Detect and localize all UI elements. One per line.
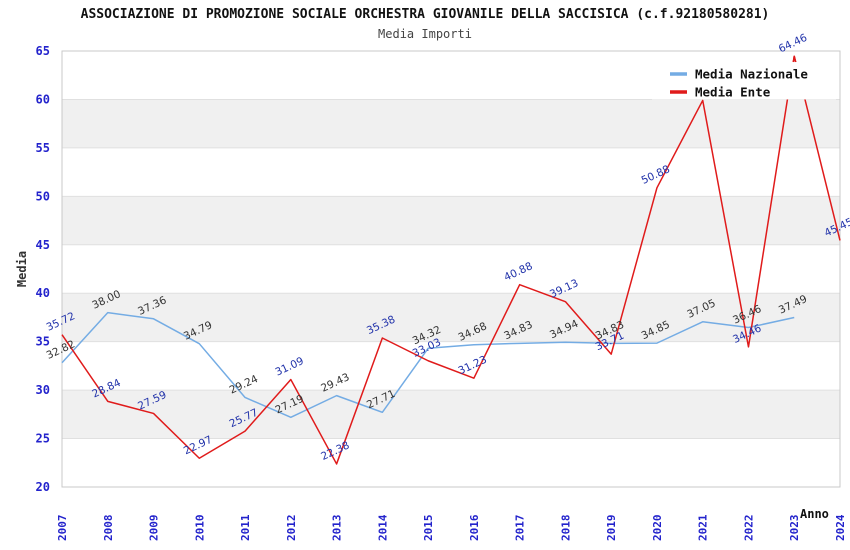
legend-label-nazionale: Media Nazionale: [695, 67, 808, 82]
chart-title: ASSOCIAZIONE DI PROMOZIONE SOCIALE ORCHE…: [80, 7, 770, 22]
y-tick-label: 60: [36, 92, 50, 106]
data-point-label: 31.23: [456, 354, 488, 378]
x-tick-label: 2008: [102, 515, 115, 542]
x-tick-label: 2020: [651, 515, 664, 542]
ente-2023-peak-tip: [792, 56, 797, 63]
y-tick-label: 50: [36, 189, 50, 203]
x-tick-label: 2010: [193, 515, 206, 542]
grid-band: [62, 99, 840, 148]
x-tick-label: 2007: [56, 515, 69, 542]
x-tick-label: 2023: [788, 515, 801, 542]
media-ente-line: [61, 55, 841, 465]
x-tick-label: 2024: [834, 514, 847, 541]
y-tick-label: 65: [36, 44, 50, 58]
media-nazionale-line: [61, 311, 795, 419]
y-tick-label: 55: [36, 141, 50, 155]
y-tick-label: 20: [36, 480, 50, 494]
data-point-label: 64.46: [777, 32, 810, 56]
grid-band: [62, 196, 840, 245]
x-axis-title: Anno: [800, 507, 829, 521]
y-tick-label: 40: [36, 286, 50, 300]
chart-subtitle: Media Importi: [378, 27, 472, 41]
x-tick-label: 2019: [605, 515, 618, 542]
grid-band: [62, 293, 840, 342]
x-tick-label: 2015: [422, 515, 435, 542]
x-tick-label: 2013: [331, 515, 344, 542]
x-tick-label: 2009: [148, 515, 161, 542]
y-tick-label: 35: [36, 335, 50, 349]
x-tick-label: 2021: [697, 514, 710, 541]
data-point-label: 31.09: [273, 355, 305, 379]
data-point-label: 22.38: [319, 439, 351, 463]
x-tick-label: 2017: [514, 515, 527, 542]
grid-band: [62, 390, 840, 439]
y-tick-label: 45: [36, 238, 50, 252]
x-tick-label: 2022: [742, 515, 755, 542]
x-tick-label: 2018: [559, 515, 572, 542]
data-point-label: 50.88: [640, 163, 672, 187]
y-tick-label: 25: [36, 432, 50, 446]
x-tick-label: 2012: [285, 515, 298, 542]
x-tick-label: 2014: [376, 514, 389, 541]
plot-border: [61, 50, 841, 488]
x-tick-label: 2016: [468, 514, 481, 541]
data-point-label: 40.88: [502, 260, 534, 284]
x-tick-label: 2011: [239, 514, 252, 541]
legend-label-ente: Media Ente: [695, 85, 771, 100]
y-tick-label: 30: [36, 383, 50, 397]
